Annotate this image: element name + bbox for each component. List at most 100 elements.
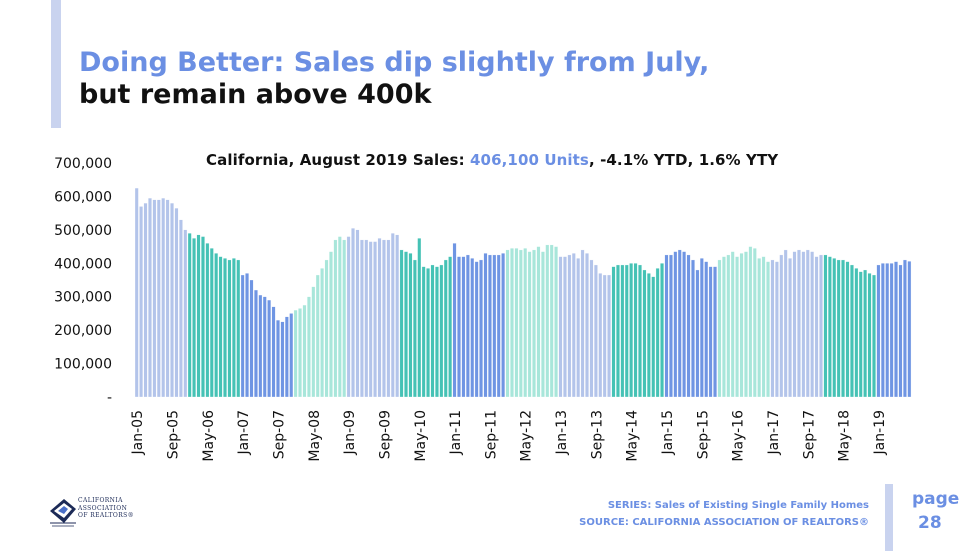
chart-bar	[170, 202, 174, 398]
chart-bar	[885, 263, 890, 398]
chart-bar	[527, 251, 532, 398]
chart-bar	[488, 254, 492, 398]
y-tick-label: 200,000	[54, 323, 112, 339]
x-tick-label: Jan-05	[130, 410, 146, 455]
chart-bar	[412, 259, 417, 398]
chart-bar	[293, 309, 298, 398]
chart-bar	[174, 207, 179, 398]
chart-bar	[854, 268, 859, 398]
chart-bar	[704, 261, 709, 398]
chart-bar	[602, 274, 607, 398]
chart-bar	[532, 249, 536, 398]
chart-bar	[536, 246, 541, 398]
y-tick-label: 500,000	[54, 223, 112, 239]
chart-bar	[863, 269, 868, 398]
chart-bar	[673, 251, 678, 398]
chart-bar	[735, 256, 739, 398]
chart-bar	[249, 279, 254, 398]
chart-bar	[192, 238, 196, 398]
chart-bar	[549, 244, 554, 398]
chart-bar	[730, 251, 735, 398]
chart-bar	[457, 256, 461, 398]
chart-bar	[827, 256, 832, 398]
page-accent-bar	[885, 484, 893, 551]
x-tick-label: May-16	[731, 410, 747, 462]
chart-bar	[320, 268, 325, 398]
chart-bar	[382, 239, 386, 398]
y-tick-label: 400,000	[54, 256, 112, 272]
chart-bar	[797, 249, 801, 398]
chart-bar	[836, 259, 841, 398]
chart-bar	[404, 251, 408, 398]
chart-bar	[183, 229, 188, 398]
x-tick-label: May-06	[201, 410, 217, 462]
chart-bar	[324, 259, 329, 398]
chart-bar	[364, 239, 369, 398]
chart-bar	[501, 253, 506, 398]
chart-bar	[739, 253, 744, 398]
chart-bar	[872, 274, 876, 398]
chart-bar	[858, 271, 863, 398]
chart-bar	[333, 239, 338, 398]
chart-bar	[832, 258, 837, 398]
x-tick-label: Jan-07	[236, 410, 252, 455]
chart-bar	[435, 266, 439, 398]
chart-bar	[461, 256, 466, 398]
chart-bar	[258, 294, 263, 398]
chart-bar	[368, 241, 373, 398]
chart-bar	[903, 259, 907, 398]
chart-bar	[850, 264, 854, 398]
chart-bar	[638, 264, 642, 398]
chart-bar	[576, 258, 581, 398]
chart-bar	[823, 254, 828, 398]
chart-bar	[880, 263, 885, 398]
x-tick-label: Jan-09	[342, 410, 358, 455]
chart-bar	[161, 197, 166, 398]
chart-bar	[593, 264, 598, 398]
chart-bar	[761, 256, 766, 398]
chart-bar	[514, 248, 519, 398]
chart-title: California, August 2019 Sales: 406,100 U…	[206, 151, 778, 169]
chart-bar	[757, 258, 762, 398]
x-tick-label: Jan-11	[448, 410, 464, 455]
x-tick-label: Sep-05	[166, 410, 182, 459]
y-tick-label: -	[107, 390, 112, 406]
chart-bar	[399, 249, 404, 398]
chart-bar	[682, 251, 687, 398]
chart-bar	[867, 273, 872, 398]
x-tick-label: May-18	[837, 410, 853, 462]
chart-bar	[766, 261, 770, 398]
chart-bar	[717, 259, 722, 398]
chart-bar	[664, 254, 669, 398]
chart-bar	[346, 236, 351, 398]
chart-bar	[629, 263, 634, 398]
y-tick-label: 600,000	[54, 189, 112, 205]
chart-bar	[395, 234, 400, 398]
chart-bar	[523, 248, 528, 398]
chart-bar	[748, 246, 753, 398]
chart-bar	[541, 251, 545, 398]
chart-bar	[563, 256, 567, 398]
x-tick-label: Jan-17	[766, 410, 782, 455]
chart-bar	[373, 241, 377, 398]
chart-bar	[329, 251, 333, 398]
chart-bar	[214, 253, 219, 398]
chart-bar	[744, 251, 748, 398]
chart-bar	[465, 254, 470, 398]
chart-bar	[245, 273, 249, 398]
chart-bar	[492, 254, 497, 398]
y-tick-label: 300,000	[54, 290, 112, 306]
chart-bar	[474, 261, 479, 398]
chart-bar	[205, 243, 210, 398]
chart-bar	[708, 266, 713, 398]
x-tick-label: May-14	[625, 410, 641, 462]
chart-bar	[598, 273, 603, 398]
chart-bar	[805, 249, 810, 398]
accent-bar	[51, 0, 61, 128]
chart-bar	[351, 228, 355, 398]
chart-bar	[231, 258, 236, 398]
page-number: 28	[918, 513, 942, 533]
chart-bar	[218, 256, 223, 398]
chart-bar	[302, 304, 307, 398]
